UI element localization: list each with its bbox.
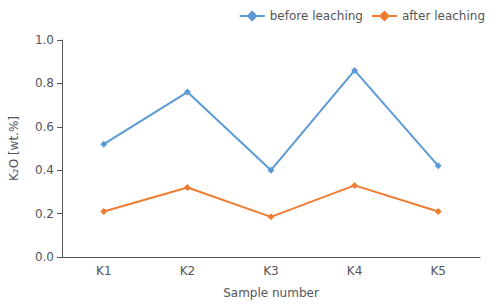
svg-text:K4: K4 [347,264,363,278]
svg-text:1.0: 1.0 [35,33,54,47]
svg-text:K5: K5 [430,264,446,278]
svg-text:0.0: 0.0 [35,250,54,264]
svg-text:0.4: 0.4 [35,163,54,177]
svg-text:K3: K3 [263,264,279,278]
svg-text:0.6: 0.6 [35,120,54,134]
svg-text:0.8: 0.8 [35,76,54,90]
svg-text:K2: K2 [180,264,196,278]
svg-text:after leaching: after leaching [402,9,485,23]
svg-text:before leaching: before leaching [270,9,363,23]
svg-text:K1: K1 [96,264,112,278]
svg-text:Sample number: Sample number [223,286,319,300]
svg-text:K₂O [wt.%]: K₂O [wt.%] [7,116,21,181]
svg-text:0.2: 0.2 [35,207,54,221]
